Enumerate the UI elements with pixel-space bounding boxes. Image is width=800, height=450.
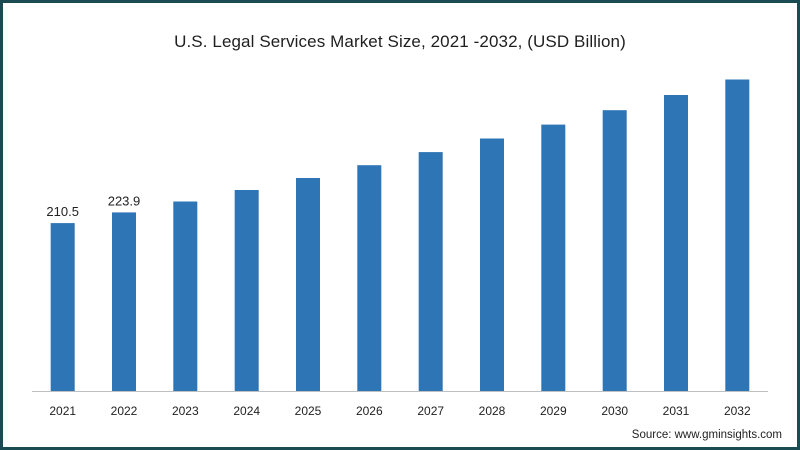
data-label-2021: 210.5 <box>46 204 79 219</box>
bar-2032 <box>725 79 750 391</box>
x-tick-label-2023: 2023 <box>172 404 199 418</box>
bar-2021 <box>50 223 75 391</box>
x-tick-label-2028: 2028 <box>479 404 506 418</box>
x-tick-label-2021: 2021 <box>49 404 76 418</box>
data-label-2022: 223.9 <box>108 193 141 208</box>
bar-2028 <box>480 138 504 391</box>
x-tick-label-2032: 2032 <box>724 404 751 418</box>
bar-2024 <box>234 190 259 391</box>
data-labels: 210.5 223.9 <box>46 193 140 219</box>
bar-2022 <box>112 212 136 391</box>
chart-title: U.S. Legal Services Market Size, 2021 -2… <box>174 32 626 51</box>
bar-2026 <box>357 165 382 391</box>
x-tick-label-2024: 2024 <box>233 404 260 418</box>
bar-2031 <box>664 95 688 391</box>
x-tick-label-2027: 2027 <box>417 404 444 418</box>
bar-2029 <box>541 124 566 391</box>
bar-2023 <box>173 201 198 391</box>
bars-group <box>50 79 750 391</box>
bar-2030 <box>602 110 627 391</box>
x-tick-labels: 2021 2022 2023 2024 2025 2026 2027 2028 2029 2030… <box>49 404 751 418</box>
bar-2027 <box>418 152 443 391</box>
x-tick-label-2029: 2029 <box>540 404 567 418</box>
bar-2025 <box>296 178 320 391</box>
x-tick-label-2031: 2031 <box>663 404 690 418</box>
x-tick-label-2030: 2030 <box>601 404 628 418</box>
x-tick-label-2026: 2026 <box>356 404 383 418</box>
source-note: Source: www.gminsights.com <box>631 429 782 441</box>
x-tick-label-2022: 2022 <box>111 404 138 418</box>
x-tick-label-2025: 2025 <box>295 404 322 418</box>
